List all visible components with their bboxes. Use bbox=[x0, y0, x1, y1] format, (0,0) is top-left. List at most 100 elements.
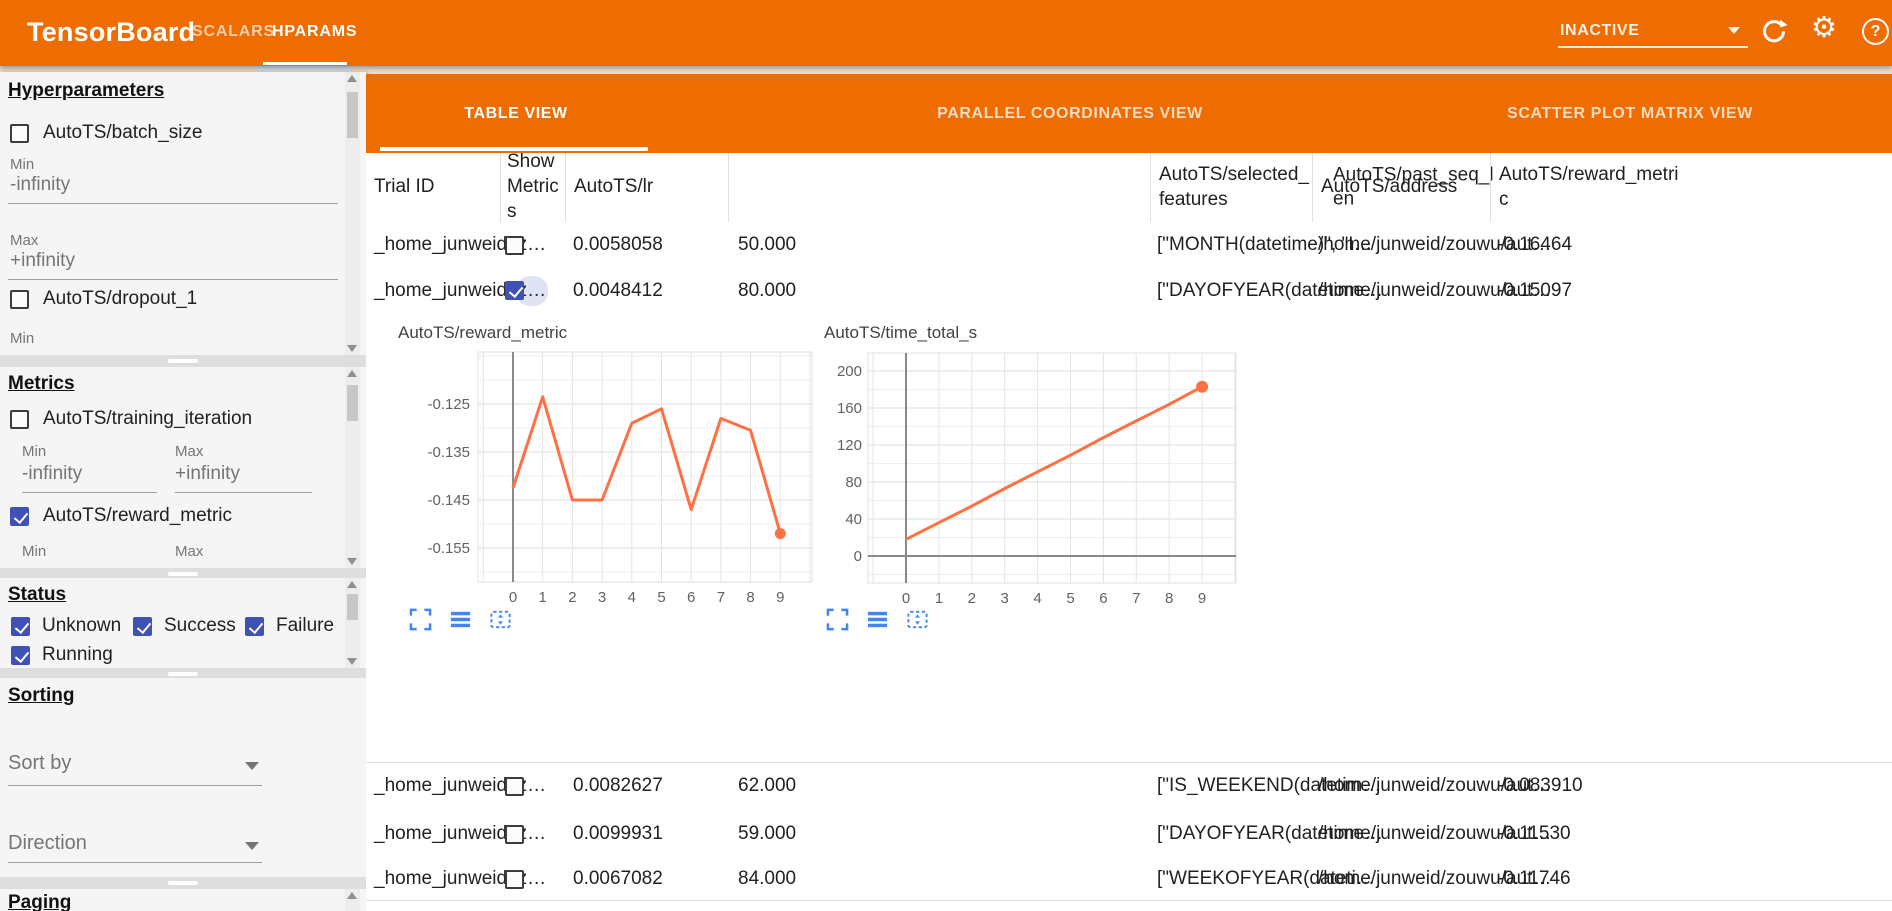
y-tick-label: -0.155 bbox=[427, 540, 470, 557]
batch-size-checkbox[interactable] bbox=[10, 123, 29, 143]
run-status-select[interactable]: INACTIVE bbox=[1558, 18, 1748, 48]
sidebar: Hyperparameters AutoTS/batch_size Min -i… bbox=[0, 72, 366, 911]
chevron-down-icon[interactable] bbox=[245, 762, 259, 770]
col-header-selected-features[interactable]: AutoTS/selected_features bbox=[1150, 153, 1312, 222]
col-header-address[interactable]: AutoTS/address bbox=[1312, 153, 1490, 222]
scrollbar-thumb[interactable] bbox=[347, 385, 358, 421]
status-option-failure: Failure bbox=[245, 615, 334, 637]
min-field[interactable]: -infinity bbox=[10, 174, 71, 195]
pane-status: Status Unknown Success Failure Running bbox=[0, 578, 366, 668]
paging-scrollbar[interactable] bbox=[345, 889, 360, 911]
dropout-checkbox[interactable] bbox=[10, 289, 29, 309]
failure-checkbox[interactable] bbox=[245, 616, 264, 636]
x-tick-label: 4 bbox=[628, 589, 636, 606]
show-metrics-checkbox[interactable] bbox=[505, 776, 524, 796]
hparam-item-batch-size: AutoTS/batch_size bbox=[10, 122, 202, 144]
pane-splitter[interactable] bbox=[0, 668, 366, 680]
scroll-down-icon[interactable] bbox=[347, 658, 357, 665]
status-scrollbar[interactable] bbox=[345, 578, 360, 668]
reward-metric-cell: -0.083910 bbox=[1497, 775, 1583, 796]
y-tick-label: -0.145 bbox=[427, 492, 470, 509]
splitter-handle[interactable] bbox=[168, 359, 198, 363]
data-table-icon[interactable] bbox=[866, 608, 889, 631]
address-cell: /home/junweid/zouwu/aut… bbox=[1318, 775, 1552, 796]
splitter-handle[interactable] bbox=[168, 881, 198, 885]
endpoint-dot bbox=[774, 528, 786, 540]
training-iteration-checkbox[interactable] bbox=[10, 409, 29, 429]
direction-select[interactable]: Direction bbox=[8, 832, 87, 854]
expand-fullscreen-icon[interactable] bbox=[826, 608, 849, 631]
tab-table-view[interactable]: TABLE VIEW bbox=[464, 105, 568, 122]
pane-sorting: Sorting Sort by Direction bbox=[0, 678, 366, 877]
pane-splitter[interactable] bbox=[0, 355, 366, 367]
chevron-down-icon[interactable] bbox=[245, 842, 259, 850]
chart-title: AutoTS/time_total_s bbox=[824, 323, 977, 342]
col-header-reward-metric[interactable]: AutoTS/reward_metric bbox=[1490, 153, 1892, 222]
status-option-success: Success bbox=[133, 615, 236, 637]
max-field[interactable]: +infinity bbox=[175, 463, 240, 484]
pane-paging: Paging bbox=[0, 889, 366, 911]
selected-features-cell: ["DAYOFYEAR(datetime… bbox=[1157, 280, 1384, 301]
splitter-handle[interactable] bbox=[168, 572, 198, 576]
table-row: _home_junweid_z… 0.0048412 80.000 ["DAYOFYE… bbox=[366, 268, 1892, 314]
selected-features-cell: ["WEEKOFYEAR(dateti… bbox=[1157, 868, 1375, 889]
show-metrics-checkbox[interactable] bbox=[505, 281, 524, 300]
max-label: Max bbox=[175, 443, 204, 460]
address-cell: /home/junweid/zouwu/aut… bbox=[1318, 868, 1552, 889]
max-field[interactable]: +infinity bbox=[10, 250, 75, 271]
metric-item-reward-metric: AutoTS/reward_metric bbox=[10, 505, 232, 527]
col-header-show-metrics[interactable]: Show Metrics bbox=[500, 151, 565, 222]
past-seq-len-cell: 62.000 bbox=[738, 775, 797, 796]
hyperparameters-scrollbar[interactable] bbox=[345, 72, 360, 355]
show-metrics-checkbox[interactable] bbox=[505, 235, 524, 255]
x-tick-label: 9 bbox=[776, 589, 784, 606]
show-metrics-checkbox[interactable] bbox=[505, 869, 524, 889]
col-header-lr[interactable]: AutoTS/lr bbox=[565, 153, 728, 222]
scrollbar-thumb[interactable] bbox=[347, 594, 358, 620]
scroll-down-icon[interactable] bbox=[347, 345, 357, 352]
pane-hyperparameters: Hyperparameters AutoTS/batch_size Min -i… bbox=[0, 72, 366, 355]
active-view-underline bbox=[380, 147, 648, 151]
refresh-icon[interactable] bbox=[1760, 17, 1788, 45]
pane-splitter[interactable] bbox=[0, 877, 366, 889]
unknown-checkbox[interactable] bbox=[11, 616, 30, 636]
fit-to-view-icon[interactable] bbox=[489, 608, 512, 631]
scroll-up-icon[interactable] bbox=[347, 370, 357, 377]
nav-tab-scalars[interactable]: SCALARS bbox=[192, 23, 275, 40]
chart-actions-time-total bbox=[826, 608, 929, 631]
chart-title: AutoTS/reward_metric bbox=[398, 323, 568, 342]
x-tick-label: 6 bbox=[687, 589, 695, 606]
x-tick-label: 0 bbox=[509, 589, 517, 606]
data-table-icon[interactable] bbox=[449, 608, 472, 631]
trial-id-cell: _home_junweid_z… bbox=[374, 823, 547, 844]
scroll-up-icon[interactable] bbox=[347, 892, 357, 899]
view-tab-bar: TABLE VIEW PARALLEL COORDINATES VIEW SCA… bbox=[366, 74, 1892, 153]
min-label: Min bbox=[22, 443, 47, 460]
scroll-up-icon[interactable] bbox=[347, 75, 357, 82]
scrollbar-thumb[interactable] bbox=[347, 92, 358, 138]
hparam-item-dropout: AutoTS/dropout_1 bbox=[10, 288, 197, 310]
running-checkbox[interactable] bbox=[11, 645, 30, 665]
sort-by-select[interactable]: Sort by bbox=[8, 752, 72, 774]
success-checkbox[interactable] bbox=[133, 616, 152, 636]
expand-fullscreen-icon[interactable] bbox=[409, 608, 432, 631]
show-metrics-checkbox[interactable] bbox=[505, 824, 524, 844]
help-icon[interactable]: ? bbox=[1862, 18, 1889, 45]
scroll-up-icon[interactable] bbox=[347, 581, 357, 588]
min-field[interactable]: -infinity bbox=[22, 463, 83, 484]
y-tick-label: 200 bbox=[837, 363, 862, 380]
lr-cell: 0.0082627 bbox=[573, 775, 663, 796]
settings-gear-icon[interactable]: ⚙ bbox=[1811, 12, 1837, 44]
metrics-scrollbar[interactable] bbox=[345, 367, 360, 568]
tab-scatter-plot-matrix-view[interactable]: SCATTER PLOT MATRIX VIEW bbox=[1507, 105, 1753, 122]
col-header-past-seq-len[interactable]: AutoTS/past_seq_len bbox=[728, 153, 1494, 222]
splitter-handle[interactable] bbox=[168, 672, 198, 676]
reward-metric-checkbox[interactable] bbox=[10, 506, 29, 526]
pane-splitter[interactable] bbox=[0, 568, 366, 580]
col-header-trial-id[interactable]: Trial ID bbox=[374, 176, 435, 198]
tab-parallel-coordinates-view[interactable]: PARALLEL COORDINATES VIEW bbox=[937, 105, 1203, 122]
nav-tab-hparams[interactable]: HPARAMS bbox=[272, 23, 358, 40]
x-tick-label: 5 bbox=[1066, 590, 1074, 607]
fit-to-view-icon[interactable] bbox=[906, 608, 929, 631]
scroll-down-icon[interactable] bbox=[347, 558, 357, 565]
